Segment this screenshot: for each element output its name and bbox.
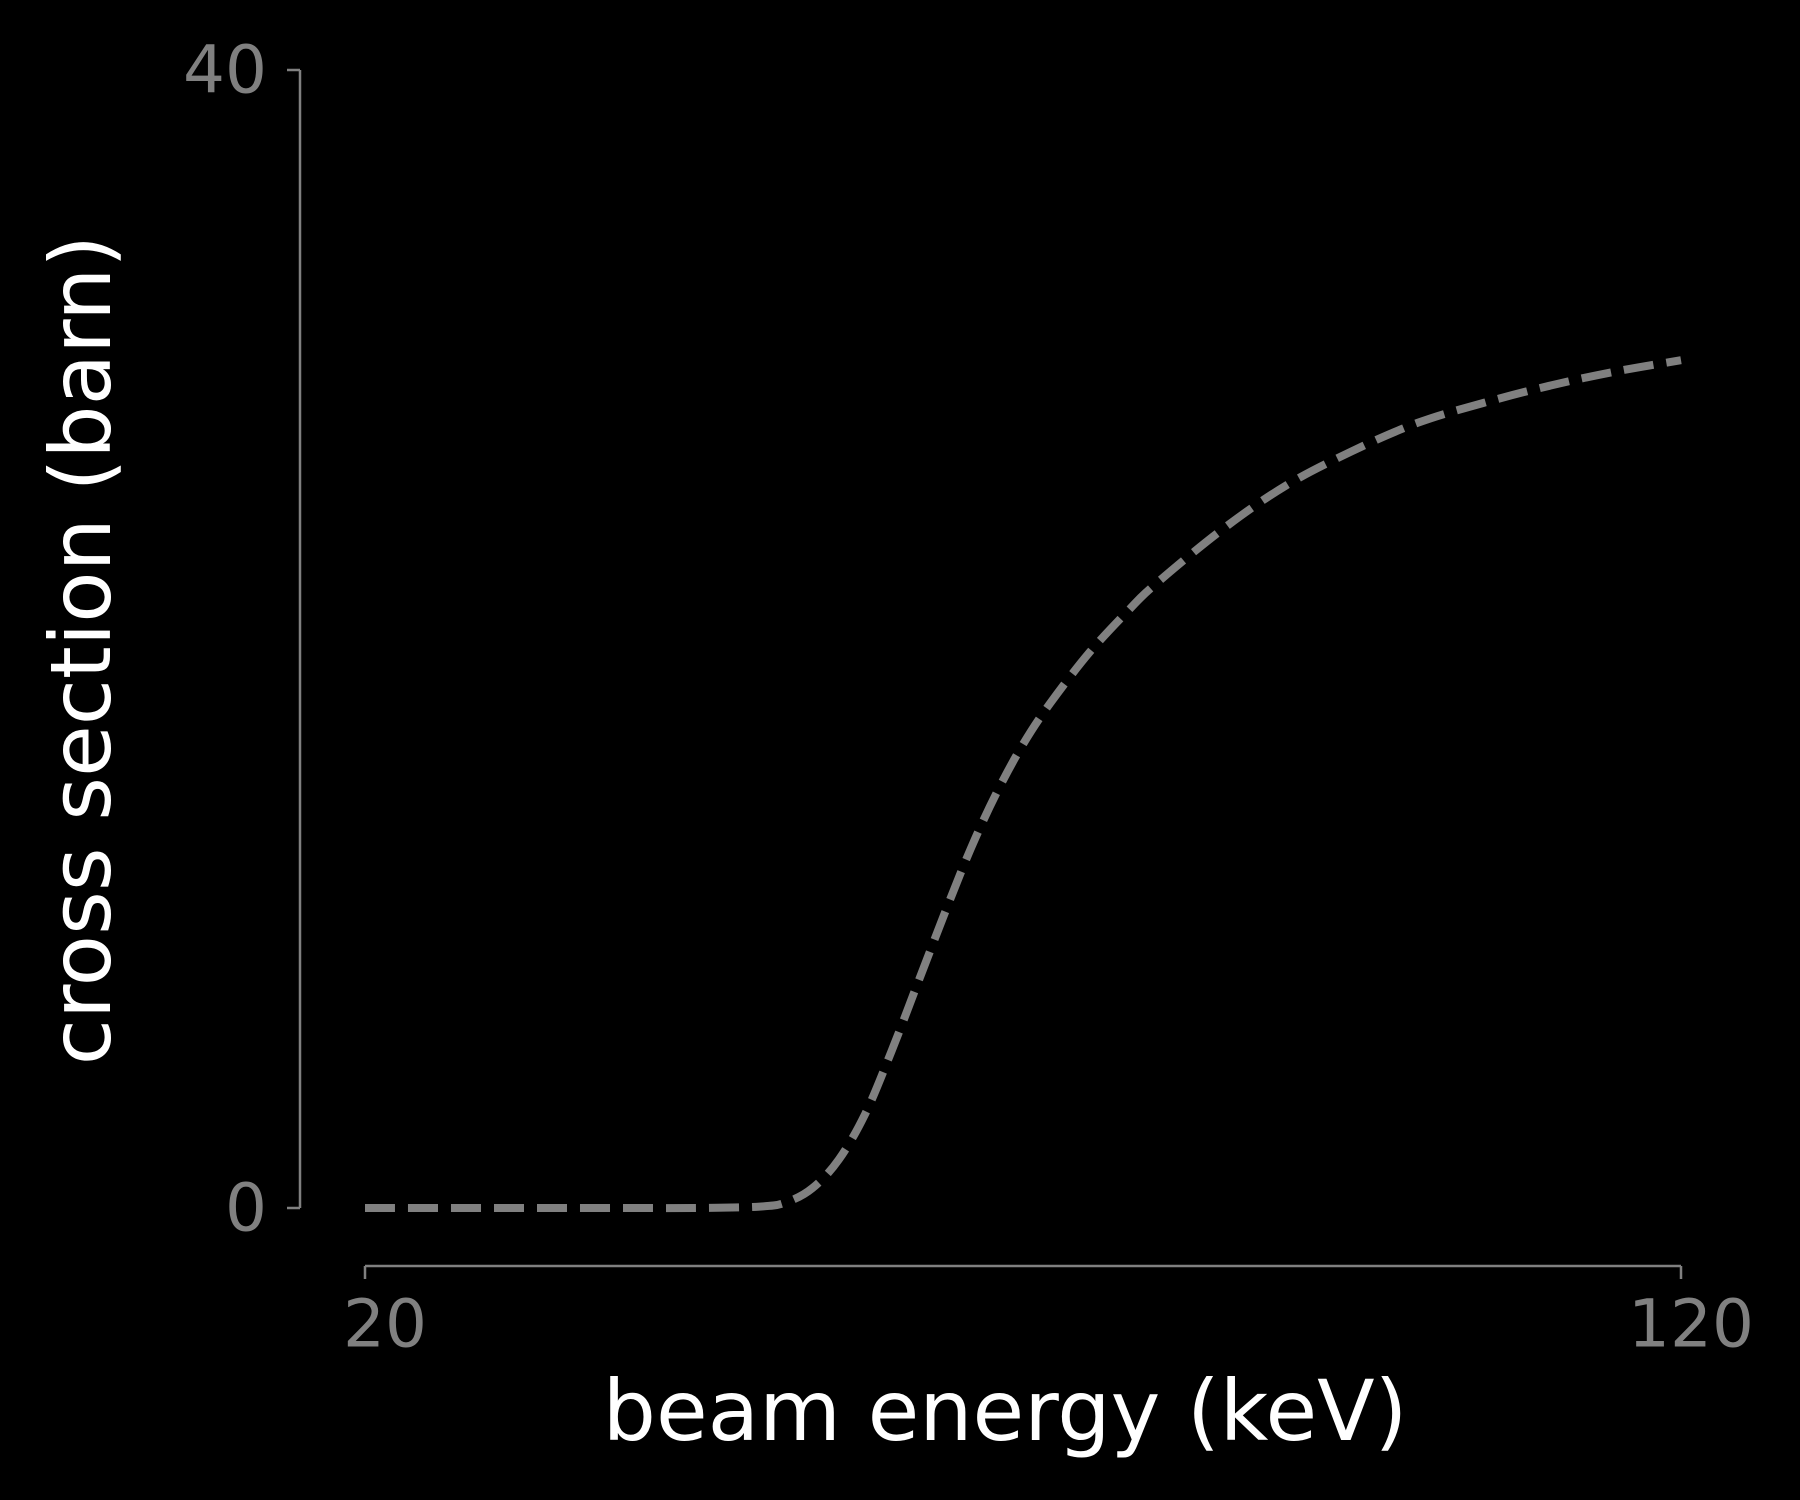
x-tick-label: 120: [1628, 1286, 1754, 1363]
x-ticks: 20 120: [343, 1266, 1754, 1363]
x-axis: 20 120: [343, 1264, 1754, 1363]
y-axis-title: cross section (barn): [32, 235, 130, 1065]
y-tick-label: 40: [183, 32, 267, 109]
y-ticks: 0 40: [183, 32, 300, 1247]
x-axis-title: beam energy (keV): [603, 1362, 1408, 1460]
series-line: [365, 356, 1682, 1213]
y-axis: 0 40: [183, 32, 302, 1247]
y-tick-label: 0: [225, 1170, 267, 1247]
x-tick-label: 20: [343, 1286, 427, 1363]
series-layer: [365, 356, 1682, 1213]
